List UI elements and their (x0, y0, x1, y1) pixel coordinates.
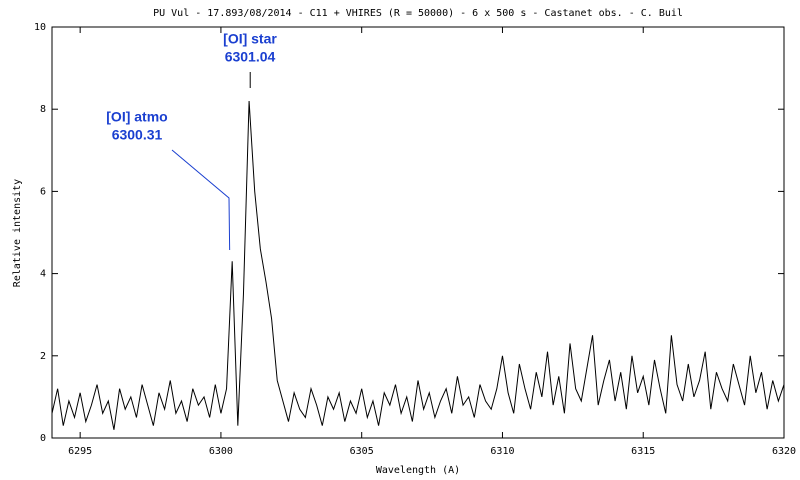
x-axis-label: Wavelength (A) (376, 465, 460, 476)
annotation-pointer (171, 149, 231, 251)
y-tick-label: 4 (40, 269, 46, 280)
y-tick-label: 8 (40, 104, 46, 115)
y-tick-label: 10 (34, 22, 46, 33)
plot-frame (51, 26, 785, 439)
y-tick-label: 6 (40, 186, 46, 197)
x-tick-label: 6300 (209, 446, 233, 457)
chart-title: PU Vul - 17.893/08/2014 - C11 + VHIRES (… (153, 8, 683, 19)
x-tick-label: 6310 (490, 446, 514, 457)
spectrum-line (51, 100, 785, 430)
annotation-label: [OI] atmo (106, 109, 167, 125)
annotation-value: 6301.04 (225, 49, 276, 65)
x-tick-label: 6295 (68, 446, 92, 457)
annotation-label: [OI] star (223, 31, 277, 47)
annotation-value: 6300.31 (112, 127, 163, 143)
y-axis-label: Relative intensity (12, 179, 23, 287)
y-tick-label: 0 (40, 433, 46, 444)
x-tick-label: 6305 (350, 446, 374, 457)
x-tick-label: 6315 (631, 446, 655, 457)
y-tick-label: 2 (40, 351, 46, 362)
x-tick-label: 6320 (772, 446, 796, 457)
